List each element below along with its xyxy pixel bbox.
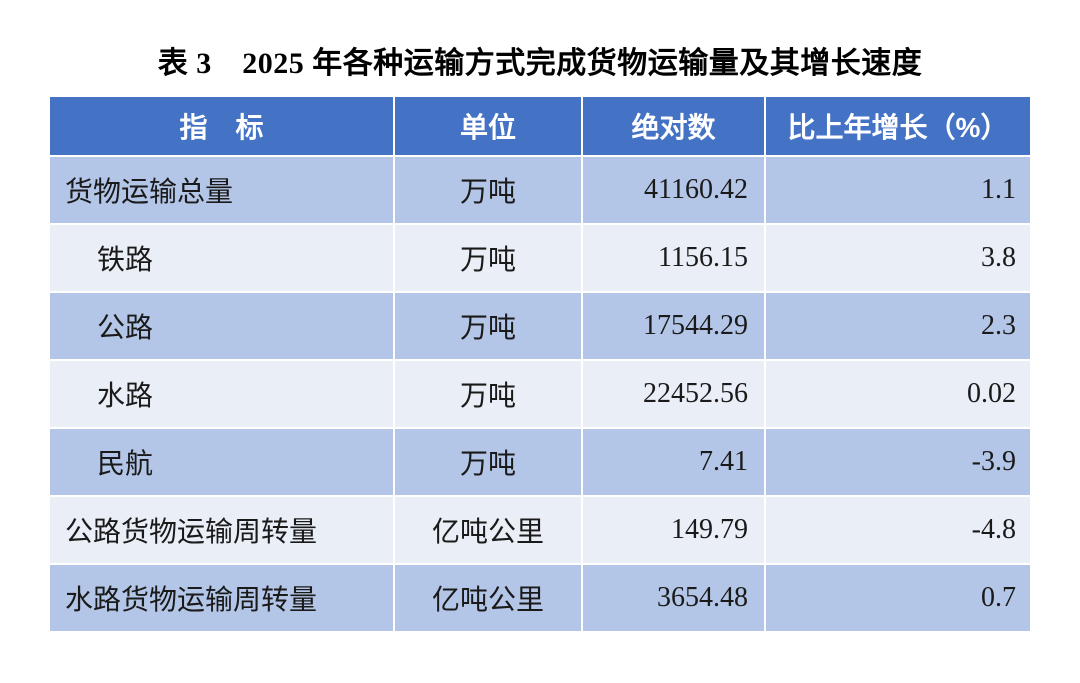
table-row-highway-turnover: 公路货物运输周转量 亿吨公里 149.79 -4.8 [50, 497, 1030, 563]
table-body: 货物运输总量 万吨 41160.42 1.1 铁路 万吨 1156.15 3.8… [50, 157, 1030, 631]
cell-unit: 亿吨公里 [395, 497, 581, 563]
table-row-railway: 铁路 万吨 1156.15 3.8 [50, 225, 1030, 291]
table-row-waterway-turnover: 水路货物运输周转量 亿吨公里 3654.48 0.7 [50, 565, 1030, 631]
cell-indicator: 公路 [50, 293, 393, 359]
column-header-absolute: 绝对数 [583, 97, 764, 155]
cell-absolute-value: 149.79 [583, 497, 764, 563]
cell-growth-rate: -4.8 [766, 497, 1030, 563]
cell-growth-rate: 0.7 [766, 565, 1030, 631]
table-title: 表 3 2025 年各种运输方式完成货物运输量及其增长速度 [157, 47, 923, 80]
cell-growth-rate: 0.02 [766, 361, 1030, 427]
cell-growth-rate: 2.3 [766, 293, 1030, 359]
column-header-indicator: 指 标 [50, 97, 393, 155]
cell-indicator: 铁路 [50, 225, 393, 291]
cell-absolute-value: 22452.56 [583, 361, 764, 427]
freight-volume-table: 指 标 单位 绝对数 比上年增长（%） 货物运输总量 万吨 41160.42 1… [48, 95, 1032, 633]
cell-unit: 万吨 [395, 361, 581, 427]
cell-growth-rate: 3.8 [766, 225, 1030, 291]
table-row-total-freight: 货物运输总量 万吨 41160.42 1.1 [50, 157, 1030, 223]
cell-absolute-value: 17544.29 [583, 293, 764, 359]
cell-absolute-value: 7.41 [583, 429, 764, 495]
cell-unit: 万吨 [395, 293, 581, 359]
cell-absolute-value: 41160.42 [583, 157, 764, 223]
cell-unit: 亿吨公里 [395, 565, 581, 631]
cell-indicator: 水路货物运输周转量 [50, 565, 393, 631]
column-header-growth: 比上年增长（%） [766, 97, 1030, 155]
cell-indicator: 货物运输总量 [50, 157, 393, 223]
table-row-civil-aviation: 民航 万吨 7.41 -3.9 [50, 429, 1030, 495]
cell-unit: 万吨 [395, 429, 581, 495]
cell-indicator: 公路货物运输周转量 [50, 497, 393, 563]
table-row-waterway: 水路 万吨 22452.56 0.02 [50, 361, 1030, 427]
table-header: 指 标 单位 绝对数 比上年增长（%） [50, 97, 1030, 155]
column-header-unit: 单位 [395, 97, 581, 155]
cell-growth-rate: -3.9 [766, 429, 1030, 495]
cell-indicator: 民航 [50, 429, 393, 495]
cell-absolute-value: 3654.48 [583, 565, 764, 631]
cell-absolute-value: 1156.15 [583, 225, 764, 291]
cell-unit: 万吨 [395, 225, 581, 291]
cell-indicator: 水路 [50, 361, 393, 427]
table-row-highway: 公路 万吨 17544.29 2.3 [50, 293, 1030, 359]
header-row: 指 标 单位 绝对数 比上年增长（%） [50, 97, 1030, 155]
cell-unit: 万吨 [395, 157, 581, 223]
cell-growth-rate: 1.1 [766, 157, 1030, 223]
